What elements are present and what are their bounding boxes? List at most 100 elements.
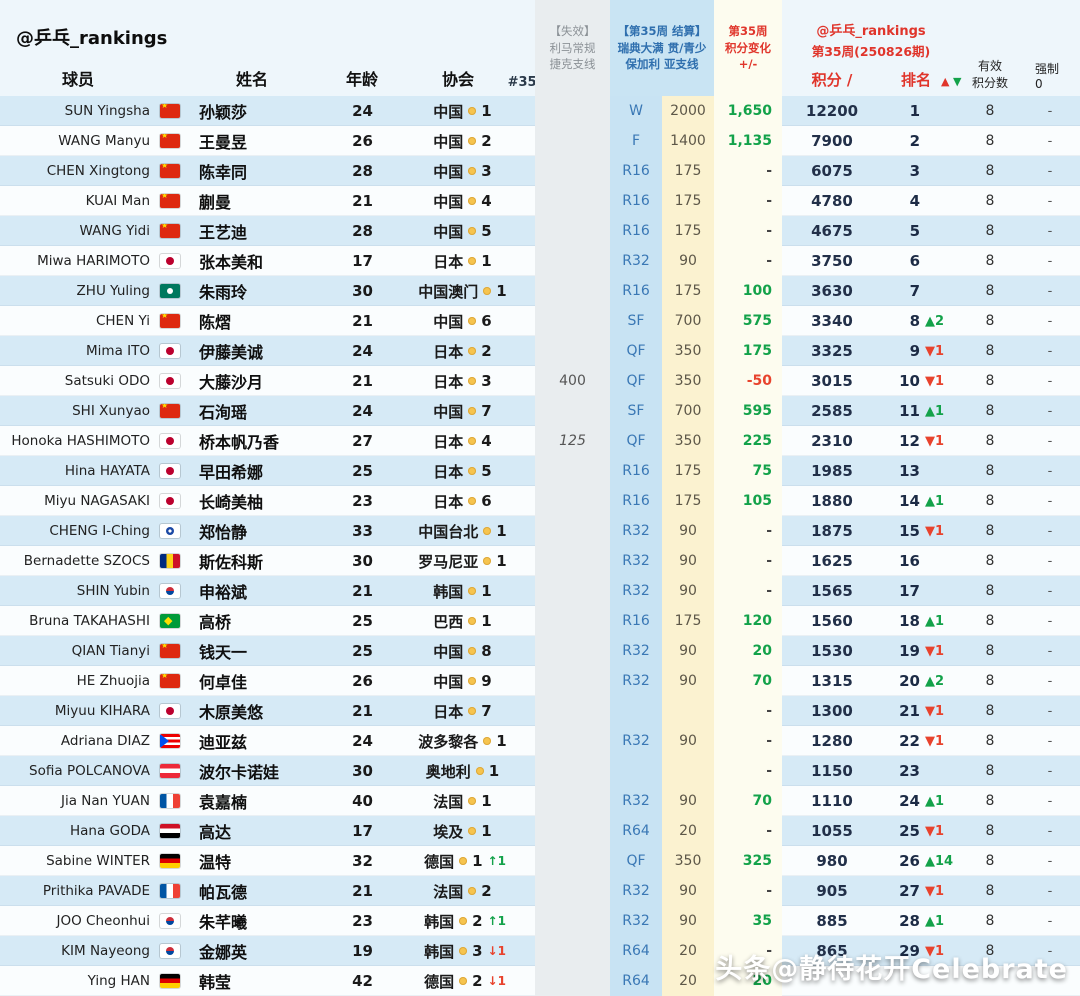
rank-cell: 17 <box>882 576 960 606</box>
rank-cell: 7 <box>882 276 960 306</box>
player-age: 21 <box>352 582 373 600</box>
total-points: 4675 <box>811 222 853 240</box>
kr-flag-icon <box>160 584 180 598</box>
rank-number: 27 <box>899 882 920 900</box>
rank-cell: 14 ▲1 <box>882 486 960 516</box>
rank-cell: 26 ▲14 <box>882 846 960 876</box>
expired-points <box>535 816 610 846</box>
forced-zero: - <box>1047 403 1053 419</box>
association-rank: 2 <box>472 972 483 990</box>
player-cn-name: 伊藤美诚 <box>199 343 264 362</box>
association-name: 中国 <box>433 132 464 151</box>
association-rank: 6 <box>481 492 492 510</box>
valid-count: 8 <box>985 403 995 419</box>
ball-dot-icon <box>483 287 492 295</box>
round-points: 90 <box>662 516 714 546</box>
player-age: 25 <box>352 612 373 630</box>
association-name: 日本 <box>433 462 464 481</box>
round-points: 90 <box>662 546 714 576</box>
association-name: 德国 <box>424 972 455 991</box>
points-change: 105 <box>714 486 782 516</box>
round-points: 700 <box>662 306 714 336</box>
association-cell: 日本 3 <box>395 366 535 396</box>
round-result: R32 <box>610 666 662 696</box>
points-change: 225 <box>714 426 782 456</box>
valid-count: 8 <box>985 133 995 149</box>
total-points: 865 <box>816 942 848 960</box>
forced-zero: - <box>1047 823 1053 839</box>
association-rank: 1 <box>481 612 492 630</box>
points-change: 595 <box>714 396 782 426</box>
round-result: R32 <box>610 786 662 816</box>
round-result <box>610 756 662 786</box>
ball-dot-icon <box>459 917 468 925</box>
association-rank: 1 <box>496 732 507 750</box>
association-name: 德国 <box>424 852 455 871</box>
rank-number: 20 <box>899 672 920 690</box>
rank-cell: 23 <box>882 756 960 786</box>
points-change: - <box>714 756 782 786</box>
valid-count: 8 <box>985 823 995 839</box>
association-cell: 韩国 3 ↓1 <box>395 936 535 966</box>
round-result: R16 <box>610 216 662 246</box>
association-cell: 德国 1 ↑1 <box>395 846 535 876</box>
player-en-name: Prithika PAVADE <box>42 883 150 899</box>
player-age: 28 <box>352 222 373 240</box>
points-change: - <box>714 816 782 846</box>
association-cell: 日本 4 <box>395 426 535 456</box>
rank-cell: 4 <box>882 186 960 216</box>
player-cn-name: 袁嘉楠 <box>199 793 248 812</box>
round-result: QF <box>610 336 662 366</box>
player-age: 24 <box>352 102 373 120</box>
forced-zero: - <box>1047 193 1053 209</box>
association-cell: 中国台北 1 <box>395 516 535 546</box>
association-rank: 1 <box>481 582 492 600</box>
up-triangle-icon: ▲ <box>941 75 950 88</box>
round-result: R32 <box>610 546 662 576</box>
round-points: 90 <box>662 666 714 696</box>
association-cell: 中国 3 <box>395 156 535 186</box>
total-points: 1055 <box>811 822 853 840</box>
rank-move: ▼1 <box>925 703 945 719</box>
ball-dot-icon <box>468 437 477 445</box>
col-header-age: 年龄 <box>345 70 379 89</box>
association-cell: 中国 8 <box>395 636 535 666</box>
expired-points <box>535 126 610 156</box>
round-points: 350 <box>662 366 714 396</box>
expired-points <box>535 636 610 666</box>
round-points: 175 <box>662 276 714 306</box>
rank-move: ▼1 <box>925 823 945 839</box>
rank-cell: 13 <box>882 456 960 486</box>
expired-points: 400 <box>535 366 610 396</box>
settlement-column-header: 【第35周 结算】 瑞典大满 贯/青少 保加利 亚支线 <box>610 0 714 96</box>
kr-flag-icon <box>160 944 180 958</box>
table-row: KUAI Man 蒯曼 21 中国 4 R16 175 - 4780 4 8 - <box>0 186 1080 216</box>
player-en-name: Miyuu KIHARA <box>54 703 150 719</box>
total-points: 3325 <box>811 342 853 360</box>
jp-flag-icon <box>160 494 180 508</box>
association-name: 韩国 <box>424 912 455 931</box>
association-move: ↑1 <box>487 854 506 868</box>
points-change: 1,650 <box>714 96 782 126</box>
rank-number: 25 <box>899 822 920 840</box>
expired-points <box>535 336 610 366</box>
valid-count: 8 <box>985 583 995 599</box>
total-points: 4780 <box>811 192 853 210</box>
total-points: 2585 <box>811 402 853 420</box>
association-cell: 巴西 1 <box>395 606 535 636</box>
rank-move: ▲1 <box>925 403 945 419</box>
table-row: WANG Yidi 王艺迪 28 中国 5 R16 175 - 4675 5 8… <box>0 216 1080 246</box>
forced-zero: - <box>1047 733 1053 749</box>
association-name: 埃及 <box>433 822 464 841</box>
player-en-name: SUN Yingsha <box>64 103 150 119</box>
association-name: 日本 <box>433 342 464 361</box>
association-cell: 日本 6 <box>395 486 535 516</box>
player-en-name: CHEN Yi <box>95 313 150 329</box>
round-result: R16 <box>610 156 662 186</box>
player-en-name: WANG Yidi <box>79 223 150 239</box>
player-cn-name: 朱芊曦 <box>199 913 248 932</box>
round-points: 90 <box>662 876 714 906</box>
association-name: 中国 <box>433 312 464 331</box>
round-points: 700 <box>662 396 714 426</box>
rank-cell: 5 <box>882 216 960 246</box>
